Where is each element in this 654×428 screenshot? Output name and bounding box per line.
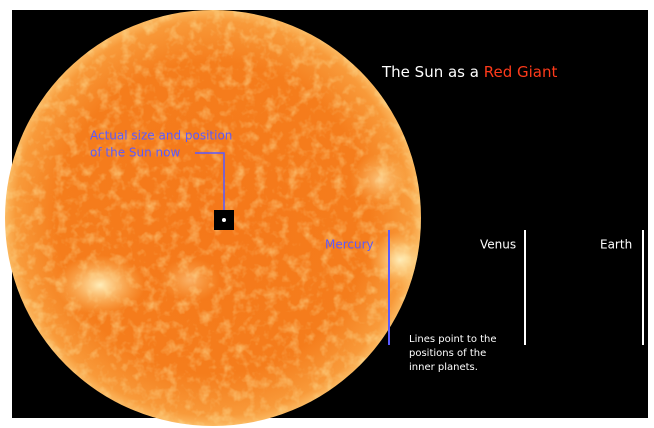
note: positions of the — [409, 348, 486, 359]
current-sun — [222, 218, 226, 222]
title-highlight: Red Giant — [484, 63, 558, 81]
sun-now-label: of the Sun now — [90, 146, 180, 160]
planet-label: Mercury — [325, 238, 374, 252]
title-prefix: The Sun as a — [381, 63, 479, 81]
pointer-line — [195, 152, 225, 210]
planet-label: Venus — [480, 238, 516, 252]
sun-now-label: Actual size and position — [90, 129, 232, 143]
sun-texture — [5, 10, 421, 426]
note: inner planets. — [409, 362, 478, 373]
note: Lines point to the — [409, 334, 497, 345]
planet-label: Earth — [600, 238, 632, 252]
title: The Sun as a Red Giant — [381, 63, 557, 81]
